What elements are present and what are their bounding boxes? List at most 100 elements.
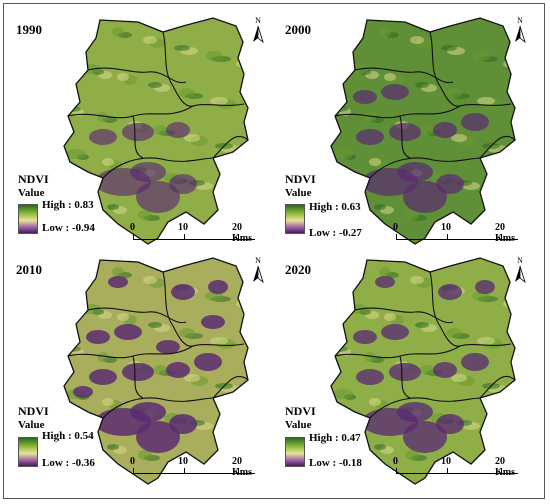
low-ndvi-patch <box>436 414 464 434</box>
district-boundary <box>87 67 187 84</box>
low-ndvi-patch <box>89 129 117 145</box>
low-ndvi-patch <box>433 122 457 138</box>
year-label: 2020 <box>285 262 311 277</box>
low-ndvi-patch <box>73 386 93 398</box>
year-label: 1990 <box>16 22 42 37</box>
low-ndvi-patch <box>356 369 384 385</box>
low-ndvi-patch <box>389 123 421 141</box>
district-boundary <box>399 355 411 399</box>
low-ndvi-patch <box>397 402 433 422</box>
low-ndvi-patch <box>353 330 377 344</box>
legend-title: NDVI <box>18 172 49 186</box>
legend-subtitle: Value <box>18 419 45 431</box>
legend-low: Low : -0.27 <box>309 227 362 239</box>
low-ndvi-patch <box>114 324 142 340</box>
low-ndvi-patch <box>381 84 409 100</box>
legend-high: High : 0.54 <box>42 430 94 442</box>
low-ndvi-patch <box>130 162 166 182</box>
ndvi-map-2000 <box>330 17 516 245</box>
low-ndvi-patch <box>375 276 395 288</box>
low-ndvi-patch <box>397 162 433 182</box>
low-ndvi-patch <box>201 315 225 329</box>
district-boundary <box>399 115 411 159</box>
legend-title: NDVI <box>285 172 316 186</box>
scale-tick-20: 20 Kms <box>232 456 252 478</box>
district-boundary <box>67 343 245 359</box>
scale-tick-0: 0 <box>393 222 398 233</box>
map-panel-1990: 1990 N NDVI Value High : 0.83 Low : -0.9… <box>8 12 276 256</box>
scale-bar: 0 10 20 Kms <box>130 222 260 246</box>
district-boundary <box>479 135 515 159</box>
north-label: N <box>517 16 523 25</box>
region-outline <box>63 17 249 245</box>
north-label: N <box>255 16 261 25</box>
district-boundary <box>162 31 194 107</box>
scale-bar: 0 10 20 Kms <box>393 456 523 480</box>
scale-bar: 0 10 20 Kms <box>393 222 523 246</box>
low-ndvi-patch <box>122 363 154 381</box>
low-ndvi-patch <box>208 280 228 294</box>
district-boundary <box>162 271 194 347</box>
legend-subtitle: Value <box>285 419 312 431</box>
legend-title: NDVI <box>18 404 49 418</box>
scale-tick-10: 10 <box>178 456 188 467</box>
district-boundary <box>132 115 144 159</box>
district-boundary <box>212 375 248 399</box>
low-ndvi-patch <box>166 122 190 138</box>
legend-low: Low : -0.18 <box>309 457 362 469</box>
low-ndvi-patch <box>403 181 447 213</box>
scale-bar: 0 10 20 Kms <box>130 456 260 480</box>
district-boundary <box>354 307 454 324</box>
north-arrow-icon: N <box>250 16 266 44</box>
year-label: 2000 <box>285 22 311 37</box>
low-ndvi-patch <box>136 181 180 213</box>
color-ramp <box>285 437 305 467</box>
low-ndvi-patch <box>86 330 110 344</box>
ndvi-map-2010 <box>63 257 249 485</box>
district-boundary <box>429 271 461 347</box>
figure-frame <box>3 3 545 499</box>
ndvi-map-2020 <box>330 257 516 485</box>
district-boundary <box>479 375 515 399</box>
legend-high: High : 0.47 <box>309 432 361 444</box>
scale-tick-0: 0 <box>393 456 398 467</box>
scale-tick-0: 0 <box>130 456 135 467</box>
district-boundary <box>369 157 481 179</box>
legend-high: High : 0.83 <box>42 199 94 211</box>
low-ndvi-patch <box>389 363 421 381</box>
scale-tick-20: 20 Kms <box>232 222 252 244</box>
north-label: N <box>517 256 523 265</box>
low-ndvi-patch <box>353 90 377 104</box>
scale-tick-10: 10 <box>441 456 451 467</box>
color-ramp <box>18 437 38 467</box>
legend-low: Low : -0.94 <box>42 222 95 234</box>
district-boundary <box>429 31 461 107</box>
color-ramp <box>18 204 38 234</box>
low-ndvi-patch <box>166 362 190 378</box>
region-outline <box>330 17 516 245</box>
district-boundary <box>369 397 481 419</box>
district-boundary <box>354 67 454 84</box>
north-arrow-icon: N <box>512 16 528 44</box>
district-boundary <box>212 135 248 159</box>
north-arrow-icon: N <box>512 256 528 284</box>
map-panel-2010: 2010 N NDVI Value High : 0.54 Low : -0.3… <box>8 252 276 496</box>
district-boundary <box>334 103 512 119</box>
low-ndvi-patch <box>461 113 489 131</box>
district-boundary <box>334 343 512 359</box>
low-ndvi-patch <box>136 421 180 453</box>
low-ndvi-patch <box>438 284 462 300</box>
region-outline <box>63 257 249 485</box>
low-ndvi-patch <box>130 402 166 422</box>
low-ndvi-patch <box>169 174 197 194</box>
low-ndvi-patch <box>171 284 195 300</box>
district-boundary <box>102 397 214 419</box>
low-ndvi-patch <box>356 129 384 145</box>
low-ndvi-patch <box>381 324 409 340</box>
low-ndvi-patch <box>89 369 117 385</box>
scale-tick-10: 10 <box>441 222 451 233</box>
map-panel-2020: 2020 N NDVI Value High : 0.47 Low : -0.1… <box>275 252 543 496</box>
year-label: 2010 <box>16 262 42 277</box>
low-ndvi-patch <box>403 421 447 453</box>
district-boundary <box>102 157 214 179</box>
